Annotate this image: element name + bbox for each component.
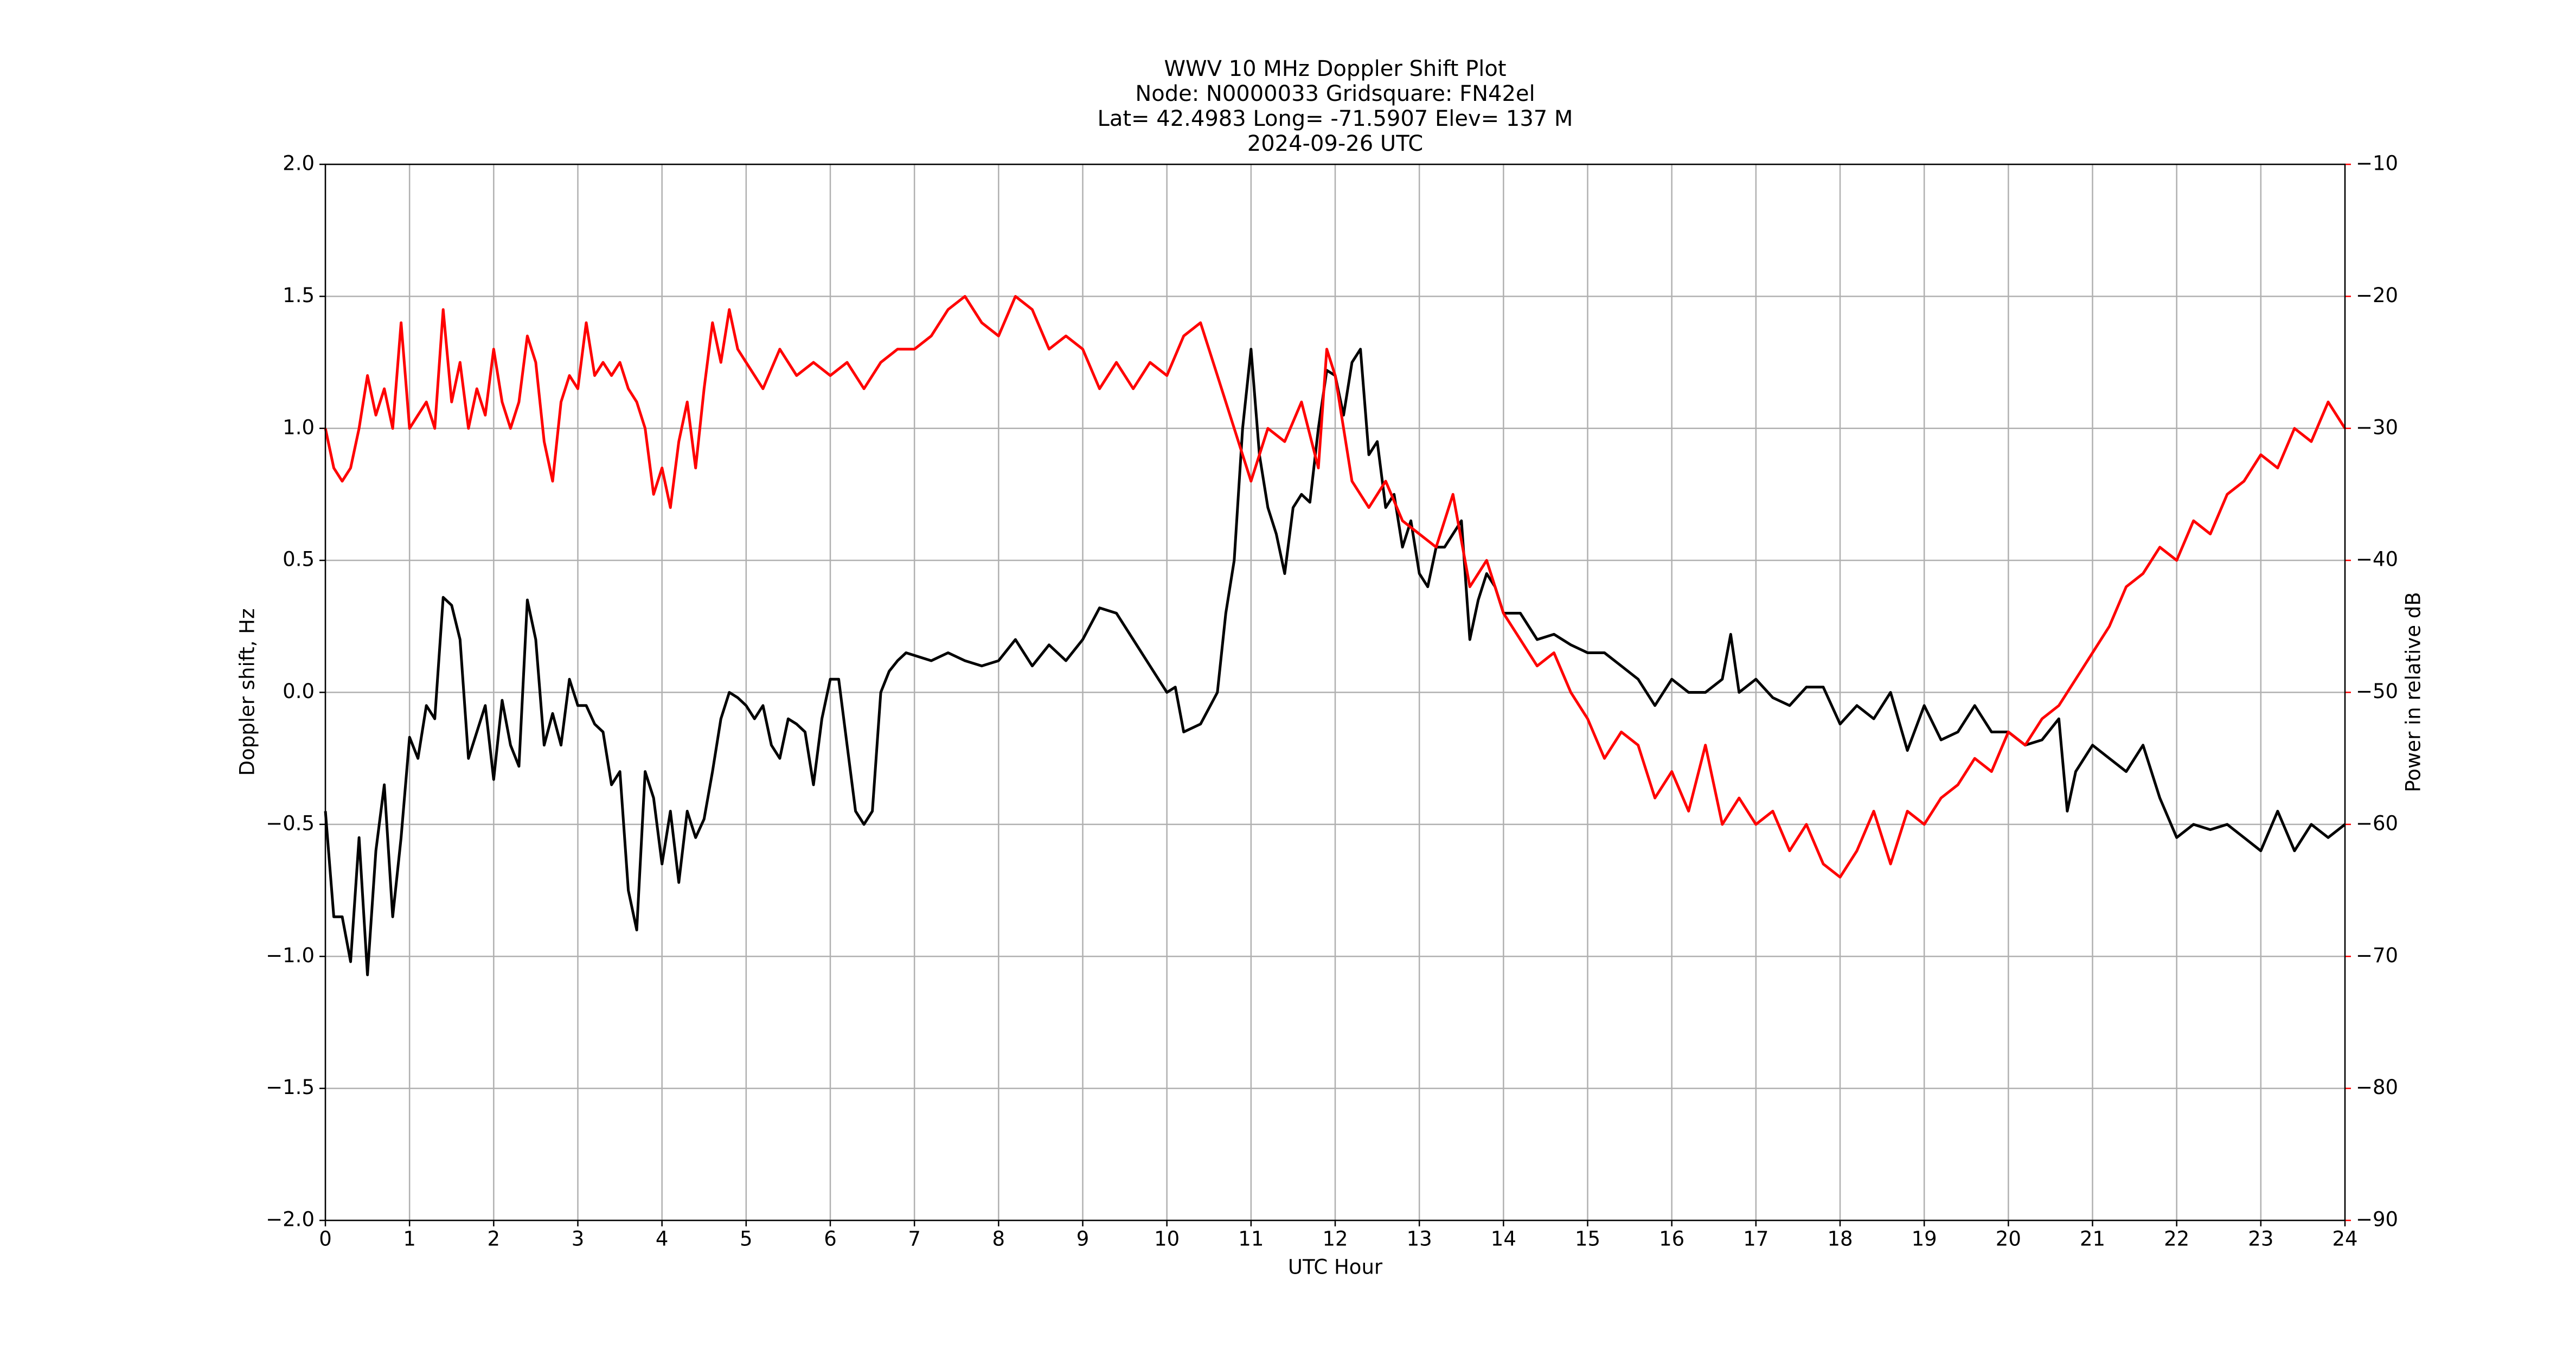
x-tick-label: 0	[319, 1227, 332, 1251]
y2-tick-label: −10	[2356, 152, 2398, 175]
x-tick-label: 19	[1912, 1227, 1937, 1251]
y-axis-label: Doppler shift, Hz	[236, 609, 259, 776]
x-tick-label: 13	[1407, 1227, 1432, 1251]
y-tick-label: 1.5	[283, 284, 315, 307]
y2-tick-label: −90	[2356, 1208, 2398, 1231]
chart-title: Lat= 42.4983 Long= -71.5907 Elev= 137 M	[1098, 106, 1573, 131]
x-tick-label: 5	[740, 1227, 753, 1251]
x-tick-label: 11	[1238, 1227, 1264, 1251]
x-tick-label: 3	[572, 1227, 585, 1251]
y-tick-label: −0.5	[266, 811, 315, 835]
y-tick-label: −2.0	[266, 1208, 315, 1231]
x-tick-label: 22	[2164, 1227, 2189, 1251]
chart-title: Node: N0000033 Gridsquare: FN42el	[1135, 81, 1535, 106]
x-tick-label: 2	[488, 1227, 501, 1251]
y2-axis-label: Power in relative dB	[2402, 592, 2425, 792]
y2-tick-label: −50	[2356, 680, 2398, 703]
x-tick-label: 23	[2248, 1227, 2273, 1251]
y2-tick-label: −60	[2356, 811, 2398, 835]
x-tick-label: 9	[1076, 1227, 1090, 1251]
x-tick-label: 21	[2080, 1227, 2105, 1251]
x-tick-label: 1	[403, 1227, 416, 1251]
y2-tick-label: −70	[2356, 944, 2398, 967]
plot-frame	[324, 163, 2346, 1221]
x-tick-label: 16	[1659, 1227, 1684, 1251]
x-tick-label: 17	[1743, 1227, 1768, 1251]
data-line	[324, 348, 2346, 976]
y-tick-label: 0.0	[283, 680, 315, 703]
y-tick-label: 1.0	[283, 415, 315, 439]
y2-tick-label: −20	[2356, 284, 2398, 307]
x-tick-label: 7	[908, 1227, 921, 1251]
x-tick-label: 8	[992, 1227, 1005, 1251]
x-tick-label: 24	[2332, 1227, 2357, 1251]
data-line	[324, 295, 2347, 879]
x-tick-label: 12	[1322, 1227, 1348, 1251]
x-tick-label: 4	[656, 1227, 669, 1251]
chart-title: WWV 10 MHz Doppler Shift Plot	[1164, 56, 1506, 81]
x-tick-label: 20	[1996, 1227, 2021, 1251]
y-tick-label: 0.5	[283, 548, 315, 571]
x-tick-label: 14	[1491, 1227, 1516, 1251]
y-tick-label: −1.0	[266, 944, 315, 967]
y-tick-label: −1.5	[266, 1076, 315, 1099]
y-tick-label: 2.0	[283, 152, 315, 175]
chart-title: 2024-09-26 UTC	[1247, 131, 1423, 156]
x-tick-label: 18	[1827, 1227, 1853, 1251]
x-tick-label: 10	[1154, 1227, 1180, 1251]
x-tick-label: 6	[824, 1227, 837, 1251]
x-axis-label: UTC Hour	[1288, 1256, 1383, 1279]
x-tick-label: 15	[1575, 1227, 1600, 1251]
y2-tick-label: −30	[2356, 415, 2398, 439]
y2-tick-label: −40	[2356, 548, 2398, 571]
y2-tick-label: −80	[2356, 1076, 2398, 1099]
